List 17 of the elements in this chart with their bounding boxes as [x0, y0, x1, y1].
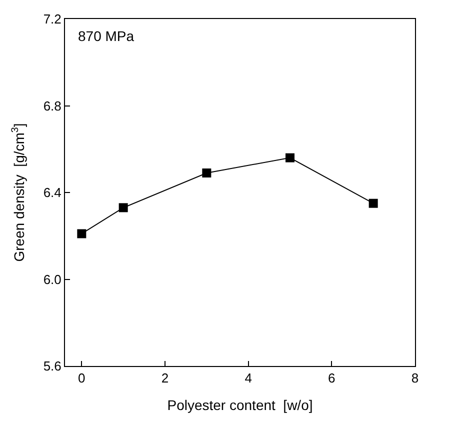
y-tick-label: 6.0	[43, 272, 62, 287]
x-axis-title: Polyester content [w/o]	[167, 396, 313, 413]
point	[368, 198, 378, 208]
y-tick-label: 5.6	[43, 358, 62, 374]
x-tick-label: 0	[78, 370, 86, 386]
x-tick-label: 6	[328, 370, 336, 386]
annotation: 870 MPa	[78, 28, 134, 44]
x-tick-label: 2	[161, 370, 169, 386]
x-tick-label: 4	[244, 370, 252, 386]
point	[118, 203, 128, 212]
y-tick-label: 6.4	[43, 185, 62, 200]
y-tick-label: 6.8	[43, 98, 62, 114]
point	[286, 153, 294, 162]
y-tick-label: 7.2	[43, 12, 62, 27]
x-tick-label: 8	[411, 370, 419, 386]
point	[202, 168, 212, 178]
point	[77, 229, 86, 238]
